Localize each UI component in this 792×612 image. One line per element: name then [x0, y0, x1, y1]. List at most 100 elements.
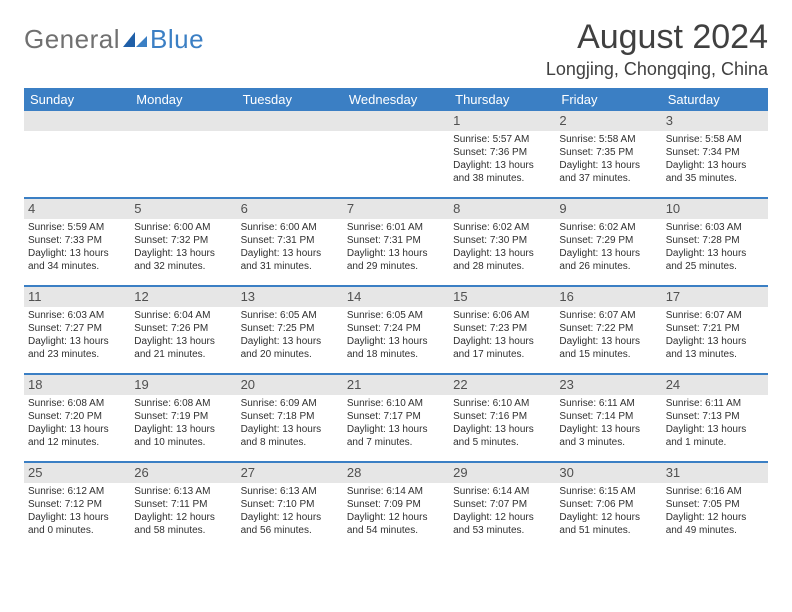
sunset-text: Sunset: 7:17 PM — [347, 410, 445, 423]
daylight-text: Daylight: 13 hours and 17 minutes. — [453, 335, 551, 361]
sunrise-text: Sunrise: 6:15 AM — [559, 485, 657, 498]
daylight-text: Daylight: 13 hours and 29 minutes. — [347, 247, 445, 273]
sunset-text: Sunset: 7:32 PM — [134, 234, 232, 247]
day-number: 7 — [343, 199, 449, 219]
day-cell: 28Sunrise: 6:14 AMSunset: 7:09 PMDayligh… — [343, 463, 449, 549]
sunset-text: Sunset: 7:23 PM — [453, 322, 551, 335]
sunset-text: Sunset: 7:27 PM — [28, 322, 126, 335]
day-number: 20 — [237, 375, 343, 395]
day-cell: 25Sunrise: 6:12 AMSunset: 7:12 PMDayligh… — [24, 463, 130, 549]
sunset-text: Sunset: 7:31 PM — [241, 234, 339, 247]
week-row: 18Sunrise: 6:08 AMSunset: 7:20 PMDayligh… — [24, 375, 768, 463]
day-body: Sunrise: 6:12 AMSunset: 7:12 PMDaylight:… — [24, 483, 130, 540]
day-body: Sunrise: 6:09 AMSunset: 7:18 PMDaylight:… — [237, 395, 343, 452]
day-body: Sunrise: 5:59 AMSunset: 7:33 PMDaylight:… — [24, 219, 130, 276]
daylight-text: Daylight: 13 hours and 5 minutes. — [453, 423, 551, 449]
day-cell: 26Sunrise: 6:13 AMSunset: 7:11 PMDayligh… — [130, 463, 236, 549]
day-header-row: Sunday Monday Tuesday Wednesday Thursday… — [24, 88, 768, 111]
sunset-text: Sunset: 7:07 PM — [453, 498, 551, 511]
sunset-text: Sunset: 7:14 PM — [559, 410, 657, 423]
daylight-text: Daylight: 12 hours and 51 minutes. — [559, 511, 657, 537]
day-number: 27 — [237, 463, 343, 483]
sunrise-text: Sunrise: 6:05 AM — [347, 309, 445, 322]
empty-day-bar — [237, 111, 343, 131]
title-block: August 2024 Longjing, Chongqing, China — [546, 18, 768, 80]
day-number: 15 — [449, 287, 555, 307]
daylight-text: Daylight: 13 hours and 10 minutes. — [134, 423, 232, 449]
daylight-text: Daylight: 13 hours and 3 minutes. — [559, 423, 657, 449]
sunrise-text: Sunrise: 6:00 AM — [241, 221, 339, 234]
sunrise-text: Sunrise: 6:03 AM — [28, 309, 126, 322]
day-cell: 24Sunrise: 6:11 AMSunset: 7:13 PMDayligh… — [662, 375, 768, 461]
sunset-text: Sunset: 7:34 PM — [666, 146, 764, 159]
day-body: Sunrise: 6:10 AMSunset: 7:16 PMDaylight:… — [449, 395, 555, 452]
sunrise-text: Sunrise: 5:58 AM — [559, 133, 657, 146]
day-body: Sunrise: 6:07 AMSunset: 7:22 PMDaylight:… — [555, 307, 661, 364]
sunset-text: Sunset: 7:24 PM — [347, 322, 445, 335]
sunset-text: Sunset: 7:19 PM — [134, 410, 232, 423]
logo: General Blue — [24, 24, 204, 55]
sunrise-text: Sunrise: 6:14 AM — [453, 485, 551, 498]
sunrise-text: Sunrise: 5:59 AM — [28, 221, 126, 234]
day-body: Sunrise: 6:00 AMSunset: 7:32 PMDaylight:… — [130, 219, 236, 276]
daylight-text: Daylight: 13 hours and 26 minutes. — [559, 247, 657, 273]
day-cell — [24, 111, 130, 197]
sunrise-text: Sunrise: 6:04 AM — [134, 309, 232, 322]
day-number: 3 — [662, 111, 768, 131]
daylight-text: Daylight: 12 hours and 49 minutes. — [666, 511, 764, 537]
day-header-tuesday: Tuesday — [237, 88, 343, 111]
day-body: Sunrise: 5:58 AMSunset: 7:34 PMDaylight:… — [662, 131, 768, 188]
day-number: 2 — [555, 111, 661, 131]
day-number: 19 — [130, 375, 236, 395]
daylight-text: Daylight: 13 hours and 32 minutes. — [134, 247, 232, 273]
day-body: Sunrise: 6:14 AMSunset: 7:07 PMDaylight:… — [449, 483, 555, 540]
day-number: 14 — [343, 287, 449, 307]
sunrise-text: Sunrise: 6:14 AM — [347, 485, 445, 498]
day-body: Sunrise: 6:05 AMSunset: 7:24 PMDaylight:… — [343, 307, 449, 364]
day-cell: 11Sunrise: 6:03 AMSunset: 7:27 PMDayligh… — [24, 287, 130, 373]
sunrise-text: Sunrise: 5:57 AM — [453, 133, 551, 146]
day-cell: 5Sunrise: 6:00 AMSunset: 7:32 PMDaylight… — [130, 199, 236, 285]
day-body: Sunrise: 6:11 AMSunset: 7:14 PMDaylight:… — [555, 395, 661, 452]
sunset-text: Sunset: 7:06 PM — [559, 498, 657, 511]
day-number: 5 — [130, 199, 236, 219]
day-body: Sunrise: 5:58 AMSunset: 7:35 PMDaylight:… — [555, 131, 661, 188]
day-cell: 3Sunrise: 5:58 AMSunset: 7:34 PMDaylight… — [662, 111, 768, 197]
day-body: Sunrise: 6:10 AMSunset: 7:17 PMDaylight:… — [343, 395, 449, 452]
sunset-text: Sunset: 7:28 PM — [666, 234, 764, 247]
day-number: 18 — [24, 375, 130, 395]
day-header-wednesday: Wednesday — [343, 88, 449, 111]
sunrise-text: Sunrise: 6:07 AM — [666, 309, 764, 322]
day-body: Sunrise: 6:05 AMSunset: 7:25 PMDaylight:… — [237, 307, 343, 364]
sunset-text: Sunset: 7:13 PM — [666, 410, 764, 423]
day-body: Sunrise: 6:08 AMSunset: 7:20 PMDaylight:… — [24, 395, 130, 452]
sunrise-text: Sunrise: 6:11 AM — [559, 397, 657, 410]
day-cell: 27Sunrise: 6:13 AMSunset: 7:10 PMDayligh… — [237, 463, 343, 549]
daylight-text: Daylight: 12 hours and 58 minutes. — [134, 511, 232, 537]
day-body: Sunrise: 6:02 AMSunset: 7:30 PMDaylight:… — [449, 219, 555, 276]
sunrise-text: Sunrise: 6:05 AM — [241, 309, 339, 322]
day-body: Sunrise: 6:14 AMSunset: 7:09 PMDaylight:… — [343, 483, 449, 540]
day-cell: 20Sunrise: 6:09 AMSunset: 7:18 PMDayligh… — [237, 375, 343, 461]
sunset-text: Sunset: 7:11 PM — [134, 498, 232, 511]
logo-text-blue: Blue — [150, 24, 204, 55]
day-body: Sunrise: 5:57 AMSunset: 7:36 PMDaylight:… — [449, 131, 555, 188]
day-number: 8 — [449, 199, 555, 219]
day-number: 23 — [555, 375, 661, 395]
daylight-text: Daylight: 13 hours and 38 minutes. — [453, 159, 551, 185]
daylight-text: Daylight: 13 hours and 12 minutes. — [28, 423, 126, 449]
day-number: 22 — [449, 375, 555, 395]
day-number: 31 — [662, 463, 768, 483]
sunset-text: Sunset: 7:16 PM — [453, 410, 551, 423]
day-cell: 7Sunrise: 6:01 AMSunset: 7:31 PMDaylight… — [343, 199, 449, 285]
daylight-text: Daylight: 13 hours and 35 minutes. — [666, 159, 764, 185]
sunset-text: Sunset: 7:09 PM — [347, 498, 445, 511]
day-number: 21 — [343, 375, 449, 395]
week-row: 1Sunrise: 5:57 AMSunset: 7:36 PMDaylight… — [24, 111, 768, 199]
daylight-text: Daylight: 13 hours and 20 minutes. — [241, 335, 339, 361]
daylight-text: Daylight: 13 hours and 1 minute. — [666, 423, 764, 449]
day-cell: 8Sunrise: 6:02 AMSunset: 7:30 PMDaylight… — [449, 199, 555, 285]
day-cell: 31Sunrise: 6:16 AMSunset: 7:05 PMDayligh… — [662, 463, 768, 549]
daylight-text: Daylight: 13 hours and 25 minutes. — [666, 247, 764, 273]
day-cell: 14Sunrise: 6:05 AMSunset: 7:24 PMDayligh… — [343, 287, 449, 373]
